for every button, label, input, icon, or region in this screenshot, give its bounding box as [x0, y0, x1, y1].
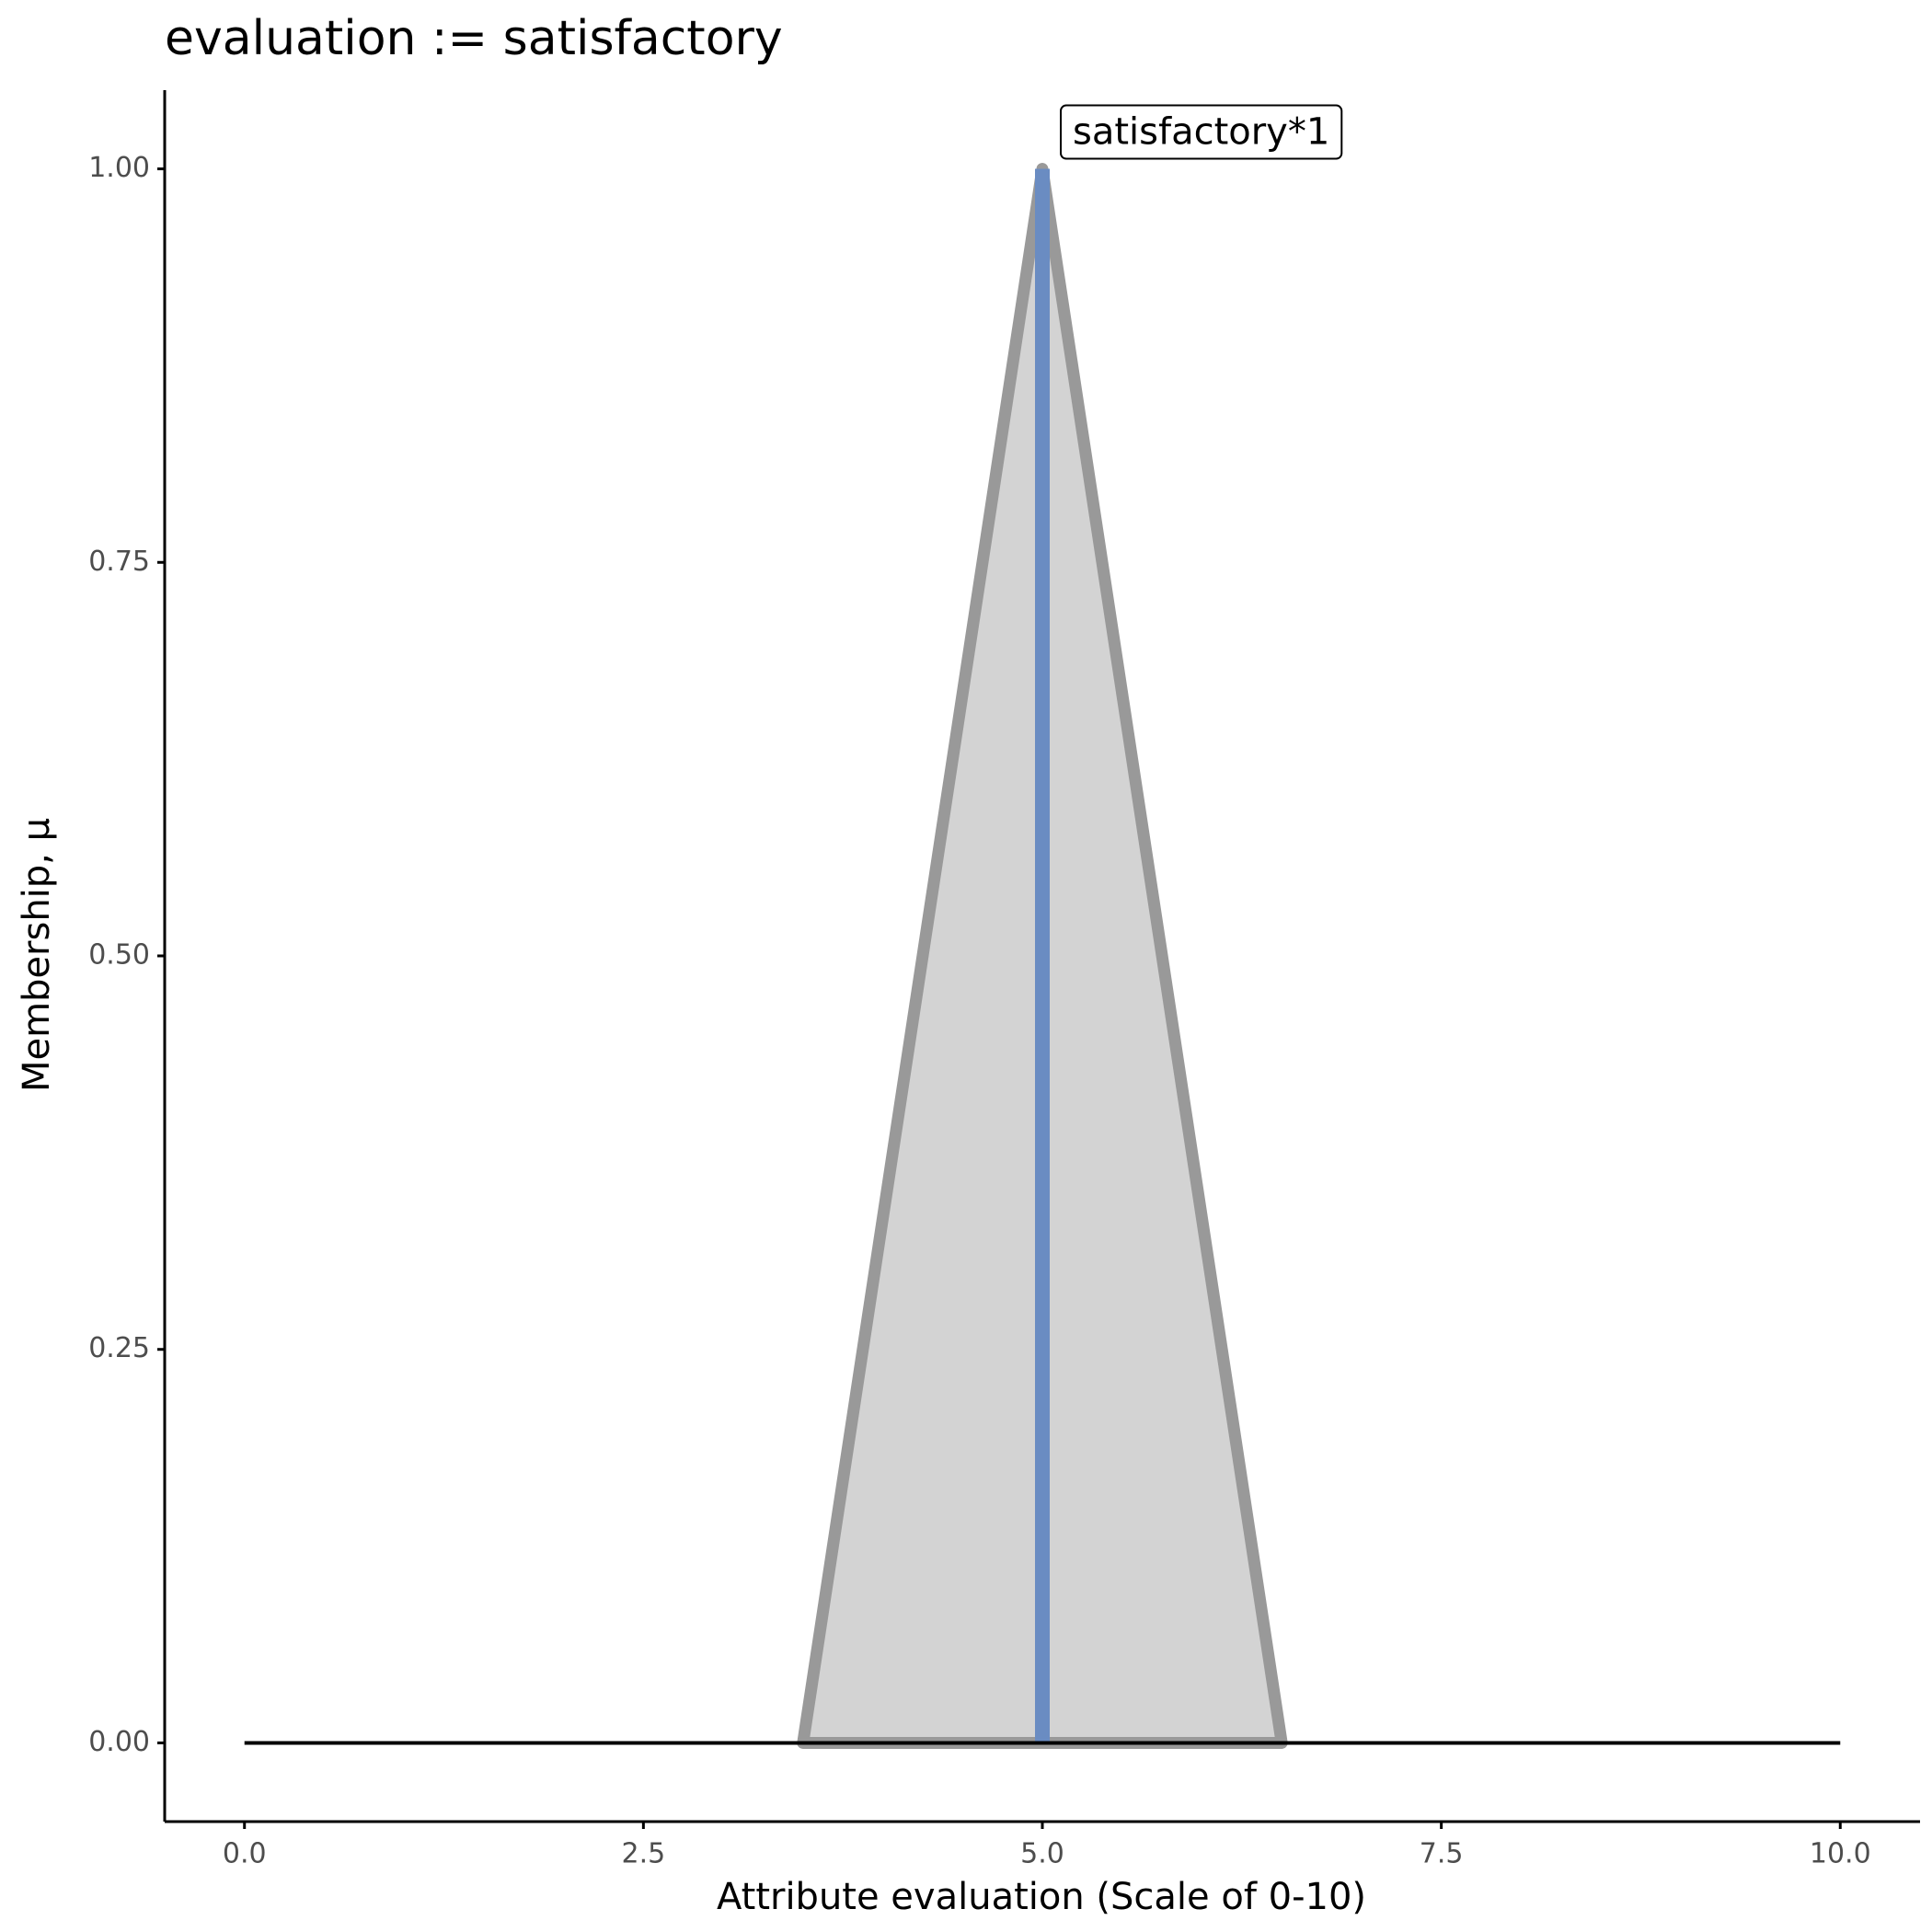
- chart-title: evaluation := satisfactory: [165, 11, 783, 66]
- y-tick-label: 0.50: [88, 939, 150, 972]
- x-tick-label: 5.0: [1020, 1838, 1064, 1870]
- y-tick-label: 0.00: [88, 1726, 150, 1758]
- y-tick-label: 0.25: [88, 1332, 150, 1364]
- y-axis-title: Membership, μ: [16, 818, 58, 1092]
- annotation-box: [1060, 104, 1343, 160]
- x-tick-label: 2.5: [622, 1838, 666, 1870]
- x-tick-label: 10.0: [1810, 1838, 1871, 1870]
- x-tick-label: 0.0: [223, 1838, 267, 1870]
- y-tick-label: 0.75: [88, 546, 150, 578]
- x-tick-label: 7.5: [1420, 1838, 1464, 1870]
- y-tick-label: 1.00: [88, 152, 150, 184]
- x-axis-title: Attribute evaluation (Scale of 0-10): [717, 1876, 1366, 1918]
- annotation-label: satisfactory*1: [1073, 111, 1329, 154]
